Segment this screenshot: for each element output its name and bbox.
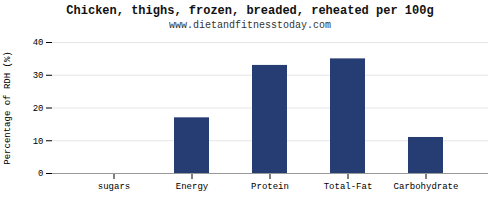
svg-text:40: 40 bbox=[33, 38, 44, 48]
svg-text:Protein: Protein bbox=[251, 182, 289, 192]
svg-text:30: 30 bbox=[33, 71, 44, 81]
svg-text:sugars: sugars bbox=[98, 182, 130, 192]
svg-text:Percentage of RDH (%): Percentage of RDH (%) bbox=[3, 51, 13, 164]
svg-text:10: 10 bbox=[33, 137, 44, 147]
svg-text:20: 20 bbox=[33, 104, 44, 114]
svg-text:0: 0 bbox=[38, 169, 43, 179]
html-text:Chicken, thighs, frozen, bread: Chicken, thighs, frozen, breaded, reheat… bbox=[66, 4, 434, 18]
html-text:www.dietandfitnesstoday.com: www.dietandfitnesstoday.com bbox=[169, 20, 331, 31]
svg-text:Energy: Energy bbox=[176, 182, 209, 192]
svg-text:Carbohydrate: Carbohydrate bbox=[394, 182, 459, 192]
svg-text:Total-Fat: Total-Fat bbox=[324, 182, 373, 192]
